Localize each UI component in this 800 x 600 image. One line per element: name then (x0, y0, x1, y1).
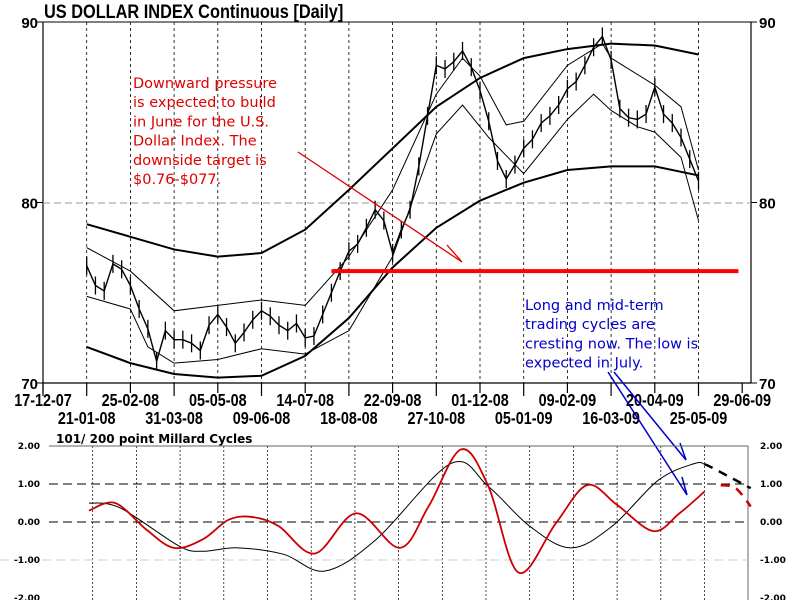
cycles-title: 101/ 200 point Millard Cycles (56, 432, 252, 446)
y-tick-label-left: 70 (21, 376, 38, 393)
cycles-y-label-left: -2.00 (14, 594, 40, 600)
x-tick-label: 25-05-09 (670, 409, 728, 429)
chart-title: US DOLLAR INDEX Continuous [Daily] (44, 1, 343, 22)
x-tick-label: 01-12-08 (451, 391, 509, 411)
blue-note-line: cresting now. The low is (525, 336, 698, 352)
band-4 (86, 93, 699, 364)
x-tick-label: 31-03-08 (145, 409, 203, 429)
y-tick-label-left: 80 (21, 196, 38, 213)
cycle-200-projection (703, 463, 752, 490)
red-arrow (297, 151, 463, 263)
y-tick-label-left: 90 (21, 15, 38, 32)
x-tick-label: 21-01-08 (58, 409, 116, 429)
cycles-y-label-left: 1.00 (18, 480, 40, 490)
red-arrow-head (446, 244, 463, 263)
blue-note-line: expected in July. (525, 356, 643, 372)
cycle-101-line (88, 448, 706, 574)
red-note-line: in June for the U.S. (133, 114, 269, 130)
x-tick-label: 22-09-08 (364, 391, 422, 411)
x-tick-label: 29-06-09 (713, 391, 771, 411)
y-tick-label-right: 90 (759, 15, 776, 32)
blue-arrow (613, 371, 687, 461)
red-note-line: $0.76-$077. (133, 172, 221, 188)
blue-note-line: Long and mid-term (525, 298, 664, 314)
x-tick-label: 09-06-08 (233, 409, 291, 429)
cycles-y-label-right: 0.00 (760, 518, 782, 528)
blue-note-line: trading cycles are (525, 317, 655, 333)
band-2 (86, 165, 699, 379)
x-tick-label: 17-12-07 (14, 391, 72, 411)
x-tick-label: 14-07-08 (276, 391, 334, 411)
red-note-line: Dollar Index. The (133, 134, 257, 150)
x-tick-label: 20-04-09 (626, 391, 684, 411)
cycles-y-label-right: 2.00 (760, 442, 782, 452)
x-tick-label: 09-02-09 (539, 391, 597, 411)
y-tick-label-right: 70 (759, 376, 776, 393)
x-tick-label: 18-08-08 (320, 409, 378, 429)
cycles-y-label-right: -2.00 (760, 594, 786, 600)
x-tick-label: 25-02-08 (102, 391, 160, 411)
y-tick-label-right: 80 (759, 196, 776, 213)
x-tick-label: 16-03-09 (582, 409, 640, 429)
x-tick-label: 05-05-08 (189, 391, 247, 411)
band-1 (86, 42, 699, 258)
cycle-101-projection (720, 483, 752, 508)
red-note-line: downside target is (133, 153, 267, 169)
red-note-line: Downward pressure (133, 76, 277, 92)
cycles-y-label-right: -1.00 (760, 556, 786, 566)
cycles-y-label-left: 2.00 (18, 442, 40, 452)
cycles-y-label-left: -1.00 (14, 556, 40, 566)
x-tick-label: 27-10-08 (408, 409, 466, 429)
blue-arrow (607, 371, 688, 496)
cycles-y-label-right: 1.00 (760, 480, 782, 490)
cycles-y-label-left: 0.00 (18, 518, 40, 528)
cycle-200-line (88, 461, 705, 572)
red-note-line: is expected to build (133, 95, 276, 111)
x-tick-label: 05-01-09 (495, 409, 553, 429)
